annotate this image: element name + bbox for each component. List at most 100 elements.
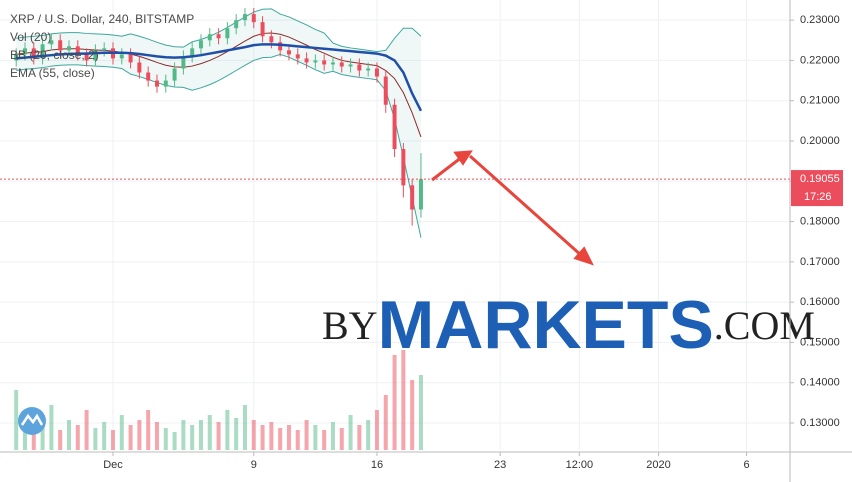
volume-bar	[260, 425, 265, 450]
volume-bar	[84, 410, 89, 450]
volume-bar	[190, 425, 195, 450]
chart-title: XRP / U.S. Dollar, 240, BITSTAMP	[10, 12, 194, 26]
candle-body	[392, 104, 397, 150]
candle-body	[295, 54, 300, 59]
legend-volume: Vol (20)	[10, 30, 51, 44]
watermark-suffix: .COM	[714, 303, 815, 348]
candle-body	[190, 48, 195, 57]
logo	[18, 407, 46, 435]
candle-body	[154, 80, 159, 87]
candle-body	[84, 54, 89, 61]
volume-bar	[374, 410, 379, 450]
candle-body	[198, 40, 203, 49]
candle-body	[75, 46, 80, 55]
legend-ema: EMA (55, close)	[10, 66, 95, 80]
y-tick-label: 0.20000	[800, 135, 840, 147]
volume-bar	[75, 425, 80, 450]
volume-bar	[418, 375, 423, 450]
volume-bar	[163, 428, 168, 450]
candle-body	[410, 185, 415, 210]
volume-bar	[137, 420, 142, 450]
volume-bar	[207, 415, 212, 450]
volume-bar	[366, 420, 371, 450]
bb-band-fill	[16, 8, 421, 238]
candle-body	[22, 48, 27, 55]
volume-bar	[216, 422, 221, 450]
candle-body	[31, 48, 36, 59]
volume-bar	[110, 430, 115, 450]
forecast-arrow	[431, 150, 594, 266]
x-tick-label: 23	[494, 459, 506, 471]
volume-bar	[383, 395, 388, 450]
legend: XRP / U.S. Dollar, 240, BITSTAMP Vol (20…	[10, 12, 194, 80]
y-tick-label: 0.15000	[800, 336, 840, 348]
y-tick-label: 0.22000	[800, 54, 840, 66]
volume-bar	[58, 430, 63, 450]
volume-bar	[40, 415, 45, 450]
candle-body	[374, 68, 379, 77]
arrow-down	[469, 154, 583, 258]
candle-body	[348, 64, 353, 67]
bb-lower	[16, 53, 422, 238]
last-price-label: 0.19055	[800, 173, 840, 185]
volume-bar	[102, 422, 107, 450]
candle-body	[207, 34, 212, 41]
volume-bar	[278, 428, 283, 450]
volume-bar	[330, 422, 335, 450]
candle-body	[119, 54, 124, 59]
x-tick-label: Dec	[103, 459, 123, 471]
candle-body	[40, 44, 45, 59]
volume-bar	[286, 425, 291, 450]
volume-bar	[225, 410, 230, 450]
arrow-head	[453, 150, 473, 166]
volume-bar	[234, 418, 239, 450]
x-tick-label: 9	[251, 459, 257, 471]
candle-body	[357, 64, 362, 71]
y-tick-label: 0.13000	[800, 417, 840, 429]
candle-body	[418, 179, 423, 210]
bb-basis	[16, 32, 422, 138]
volume-bar	[198, 420, 203, 450]
candles	[0, 8, 790, 226]
arrow-up	[431, 155, 463, 182]
volume-bar	[322, 430, 327, 450]
candle-body	[313, 60, 318, 63]
logo-mark	[20, 413, 44, 426]
axes: 0.13000 0.14000 0.15000 0.16000 0.17000 0.180…	[103, 14, 843, 471]
candle-body	[304, 58, 309, 63]
candle-body	[163, 80, 168, 87]
watermark-main: MARKETS	[378, 287, 714, 363]
volume-bar	[401, 350, 406, 450]
y-tick-label: 0.17000	[800, 256, 840, 268]
candle-body	[286, 50, 291, 55]
volume-bar	[66, 420, 71, 450]
candle-body	[146, 72, 151, 81]
candle-body	[66, 46, 71, 51]
volume-bar	[392, 355, 397, 450]
candle-body	[330, 62, 335, 65]
candle-body	[93, 50, 98, 61]
volume-bar	[251, 420, 256, 450]
volume-bar	[313, 425, 318, 450]
volume-bar	[348, 415, 353, 450]
volume-bar	[146, 410, 151, 450]
candle-body	[102, 48, 107, 51]
candle-body	[242, 14, 247, 21]
candle-body	[234, 20, 239, 29]
volume-bar	[14, 390, 19, 450]
volume-bar	[242, 405, 247, 450]
volume-bar	[128, 425, 133, 450]
y-tick-label: 0.23000	[800, 14, 840, 26]
arrow-head	[573, 246, 594, 266]
watermark: BYMARKETS.COM	[322, 287, 815, 363]
candle-body	[251, 14, 256, 23]
volume-bar	[119, 415, 124, 450]
candle-body	[216, 34, 221, 39]
candle-body	[137, 62, 142, 73]
y-tick-label: 0.18000	[800, 215, 840, 227]
y-tick-label: 0.16000	[800, 296, 840, 308]
watermark-prefix: BY	[322, 303, 378, 348]
y-tick-label: 0.21000	[800, 95, 840, 107]
volume-bar	[22, 420, 27, 450]
